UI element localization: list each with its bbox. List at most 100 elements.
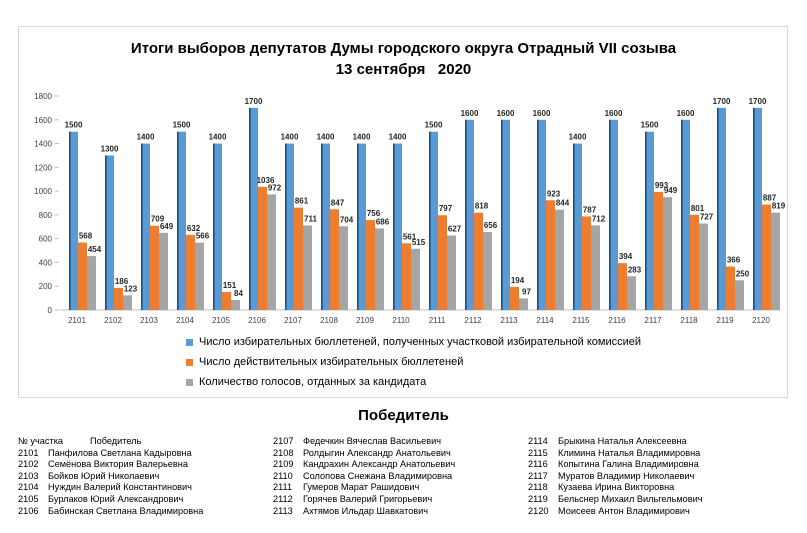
x-tick-label: 2119 bbox=[716, 316, 734, 325]
bar-received-edge bbox=[69, 131, 71, 310]
data-label-valid: 151 bbox=[223, 281, 237, 290]
winner-row: 2101 Панфилова Светлана Кадыровна bbox=[18, 448, 203, 460]
bar-valid bbox=[690, 214, 699, 310]
bar-votes bbox=[663, 197, 672, 310]
bar-received bbox=[645, 131, 654, 310]
bar-votes bbox=[627, 276, 636, 310]
x-tick-label: 2113 bbox=[500, 316, 518, 325]
bar-received bbox=[177, 131, 186, 310]
winner-name: Солопова Снежана Владимировна bbox=[303, 470, 453, 481]
data-label-valid: 194 bbox=[511, 276, 525, 285]
bar-received-edge bbox=[321, 143, 323, 310]
winner-row: 2105 Бурлаков Юрий Александрович bbox=[18, 494, 203, 506]
bar-received-edge bbox=[753, 107, 755, 310]
y-tick-label: 1800 bbox=[34, 92, 52, 101]
legend-swatch-valid bbox=[186, 358, 193, 366]
winner-precinct: 2117 bbox=[528, 470, 548, 481]
winner-row: 2119 Бельснер Михаил Вильгельмович bbox=[528, 494, 703, 506]
y-tick-label: 0 bbox=[48, 306, 53, 315]
bar-received bbox=[753, 107, 762, 310]
bar-received bbox=[285, 143, 294, 310]
bar-received bbox=[609, 119, 618, 311]
winner-precinct: 2104 bbox=[18, 482, 39, 493]
bar-valid bbox=[654, 191, 663, 310]
winner-row: 2116 Копытина Галина Владимировна bbox=[528, 459, 703, 471]
data-label-votes: 123 bbox=[124, 284, 138, 293]
bar-valid bbox=[150, 225, 159, 310]
data-label-received: 1400 bbox=[137, 133, 155, 142]
bar-valid bbox=[366, 220, 375, 310]
bar-received bbox=[321, 143, 330, 310]
winner-name: Копытина Галина Владимировна bbox=[558, 459, 699, 470]
x-tick-label: 2116 bbox=[608, 316, 626, 325]
bar-received-edge bbox=[537, 119, 539, 311]
bar-votes bbox=[447, 235, 456, 310]
winner-precinct: 2118 bbox=[528, 482, 548, 493]
legend-swatch-received bbox=[186, 338, 193, 346]
bar-valid bbox=[78, 242, 87, 310]
winner-precinct: 2120 bbox=[528, 505, 549, 516]
data-label-votes: 250 bbox=[736, 269, 750, 278]
winner-row: 2106 Бабинская Светлана Владимировна bbox=[18, 506, 203, 518]
winner-precinct: 2116 bbox=[528, 459, 548, 470]
bar-received bbox=[105, 155, 114, 310]
winner-name: Семёнова Виктория Валерьевна bbox=[48, 459, 188, 470]
x-tick-label: 2109 bbox=[356, 316, 374, 325]
winner-precinct: 2111 bbox=[273, 482, 293, 493]
x-tick-label: 2120 bbox=[752, 316, 770, 325]
winner-precinct: 2113 bbox=[273, 505, 293, 516]
winner-row: 2111 Гумеров Марат Рашидович bbox=[273, 482, 455, 494]
bar-valid bbox=[582, 216, 591, 310]
winner-row: 2107 Федечкин Вячеслав Васильевич bbox=[273, 436, 455, 448]
bar-received-edge bbox=[285, 143, 287, 310]
data-label-valid: 186 bbox=[115, 277, 129, 286]
x-tick-label: 2105 bbox=[212, 316, 230, 325]
bar-votes bbox=[231, 300, 240, 310]
bar-received-edge bbox=[609, 119, 611, 311]
data-label-valid: 632 bbox=[187, 224, 201, 233]
winner-name: Кандрахин Александр Анатольевич bbox=[303, 459, 456, 470]
data-label-received: 1700 bbox=[749, 97, 767, 106]
y-tick-label: 1600 bbox=[34, 116, 52, 125]
winner-name: Бурлаков Юрий Александрович bbox=[48, 493, 184, 504]
winner-row: 2102 Семёнова Виктория Валерьевна bbox=[18, 459, 203, 471]
winner-precinct: 2103 bbox=[18, 470, 39, 481]
x-tick-label: 2115 bbox=[572, 316, 590, 325]
x-tick-label: 2106 bbox=[248, 316, 266, 325]
data-label-received: 1700 bbox=[245, 97, 263, 106]
y-tick-label: 1200 bbox=[34, 163, 52, 172]
winner-row: 2113 Ахтямов Ильдар Шавкатович bbox=[273, 506, 455, 518]
data-label-received: 1600 bbox=[605, 109, 623, 118]
bar-received bbox=[429, 131, 438, 310]
bar-valid bbox=[114, 287, 123, 310]
data-label-valid: 561 bbox=[403, 232, 417, 241]
chart-title-line2: 13 сентября 2020 bbox=[335, 61, 472, 78]
data-label-valid: 801 bbox=[691, 204, 705, 213]
legend-item-votes: Количество голосов, отданных за кандидат… bbox=[186, 376, 426, 388]
x-tick-label: 2117 bbox=[644, 316, 662, 325]
winner-precinct: 2105 bbox=[18, 493, 39, 504]
winners-header: № участка Победитель bbox=[18, 436, 203, 448]
y-tick-label: 1000 bbox=[34, 187, 52, 196]
data-label-votes: 819 bbox=[772, 202, 786, 211]
data-label-votes: 712 bbox=[592, 214, 606, 223]
data-label-valid: 756 bbox=[367, 209, 381, 218]
winner-row: 2115 Климина Наталья Владимировна bbox=[528, 448, 703, 460]
legend-item-received: Число избирательных бюллетеней, полученн… bbox=[186, 336, 641, 348]
winner-row: 2108 Ролдыгин Александр Анатольевич bbox=[273, 448, 455, 460]
bar-received-edge bbox=[105, 155, 107, 310]
winner-precinct: 2109 bbox=[273, 459, 294, 470]
x-tick-label: 2112 bbox=[464, 316, 482, 325]
data-label-votes: 972 bbox=[268, 183, 282, 192]
bar-votes bbox=[159, 232, 168, 310]
winner-name: Ахтямов Ильдар Шавкатович bbox=[303, 505, 429, 516]
data-label-received: 1400 bbox=[317, 133, 335, 142]
bar-received-edge bbox=[429, 131, 431, 310]
legend-label-votes: Количество голосов, отданных за кандидат… bbox=[199, 376, 427, 388]
data-label-votes: 704 bbox=[340, 215, 354, 224]
data-label-received: 1600 bbox=[533, 109, 551, 118]
winner-precinct: 2115 bbox=[528, 447, 548, 458]
bar-votes bbox=[411, 248, 420, 310]
bar-valid bbox=[330, 209, 339, 310]
bar-received bbox=[465, 119, 474, 311]
